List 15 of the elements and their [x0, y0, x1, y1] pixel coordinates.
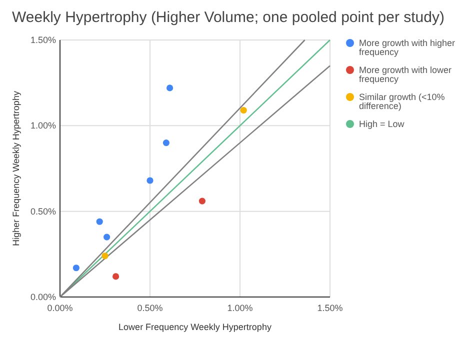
- chart-title: Weekly Hypertrophy (Higher Volume; one pooled point per study): [12, 9, 444, 26]
- x-axis-title: Lower Frequency Weekly Hypertrophy: [118, 322, 272, 332]
- y-tick-label: 1.50%: [30, 35, 56, 45]
- y-tick-label: 0.00%: [30, 292, 56, 302]
- y-tick-label: 1.00%: [30, 120, 56, 131]
- legend-label: More growth with lower frequency: [359, 65, 452, 84]
- legend-label: Similar growth (<10% difference): [359, 92, 445, 111]
- x-tick-label: 1.00%: [227, 303, 253, 313]
- x-tick-label: 1.50%: [317, 303, 343, 313]
- x-tick-label: 0.00%: [47, 303, 73, 313]
- legend-label: More growth with higher frequency: [359, 38, 456, 57]
- y-axis-title: Higher Frequency Weekly Hypertrophy: [11, 90, 21, 246]
- legend-label: High = Low: [359, 119, 405, 129]
- x-tick-label: 0.50%: [137, 303, 163, 313]
- y-tick-label: 0.50%: [30, 206, 56, 216]
